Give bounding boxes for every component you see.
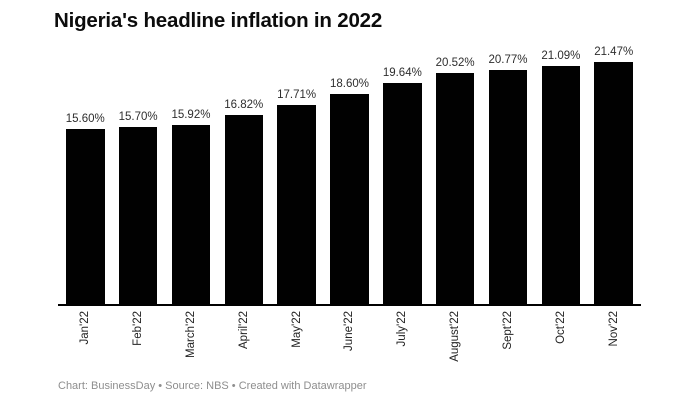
bar-column: 21.47% [594,46,633,306]
x-axis-label: Nov'22 [607,311,620,347]
x-axis-label-cell: Feb'22 [119,311,158,346]
bar-value-label: 21.47% [594,45,634,58]
bar-column: 15.60% [65,112,105,306]
bar-column: 20.52% [435,56,475,306]
plot-area: 15.60% 15.70% 15.92% 16.82% 17.71% 18.60… [58,46,641,306]
bar-value-label: 17.71% [277,88,317,101]
x-axis-label-cell: Nov'22 [594,311,633,346]
x-axis-label: June'22 [343,311,356,351]
x-axis-label: Feb'22 [132,311,145,346]
bar-value-label: 21.09% [541,50,581,62]
bar-value-label: 20.77% [488,53,528,66]
x-axis-label: Jan'22 [79,311,92,345]
x-axis-label: Oct'22 [554,311,567,344]
bar [594,61,633,306]
bar-value-label: 19.64% [382,66,422,79]
bar [330,94,369,306]
chart-title: Nigeria's headline inflation in 2022 [54,9,383,32]
bar [171,124,211,306]
x-axis-label: March'22 [184,311,197,358]
bar [541,66,581,306]
bar [277,104,316,306]
bar-value-label: 15.60% [65,112,105,125]
chart-footer: Chart: BusinessDay • Source: NBS • Creat… [58,380,367,392]
bar-column: 18.60% [330,78,369,306]
bar [224,114,264,306]
x-axis-label-cell: Oct'22 [542,311,581,344]
x-axis-label: August'22 [449,311,462,362]
bar-value-label: 18.60% [329,78,369,91]
x-axis-label: May'22 [290,311,303,348]
bar-column: 21.09% [541,50,581,306]
bar-column: 15.92% [171,108,211,306]
x-axis-label-cell: May'22 [277,311,316,348]
x-axis-label-cell: Jan'22 [66,311,105,345]
x-axis-label: July'22 [396,311,409,347]
bar-column: 19.64% [382,66,422,306]
bar-column: 15.70% [119,111,158,306]
bar [383,82,422,306]
x-axis-label-cell: Sept'22 [489,311,528,350]
x-axis-label: Sept'22 [502,311,514,350]
bar-value-label: 20.52% [435,56,475,69]
bar-column: 16.82% [224,98,264,306]
bar-value-label: 16.82% [224,98,264,111]
x-axis-label-cell: July'22 [383,311,422,346]
bar-column: 20.77% [489,54,528,306]
x-axis-labels: Jan'22 Feb'22 March'22 April'22 May'22 J… [66,311,633,362]
bars-container: 15.60% 15.70% 15.92% 16.82% 17.71% 18.60… [65,46,633,306]
bar-value-label: 15.92% [171,108,211,121]
x-axis-label-cell: March'22 [172,311,211,358]
x-axis-label-cell: June'22 [330,311,369,351]
x-axis-label-cell: April'22 [225,311,264,349]
bar [488,69,528,306]
bar-value-label: 15.70% [118,111,158,124]
x-axis-label: April'22 [237,311,250,349]
bar-column: 17.71% [277,88,317,306]
bar [435,72,475,306]
bar [66,128,105,306]
x-axis-line [58,304,641,306]
bar [118,127,158,306]
x-axis-label-cell: August'22 [436,311,475,362]
